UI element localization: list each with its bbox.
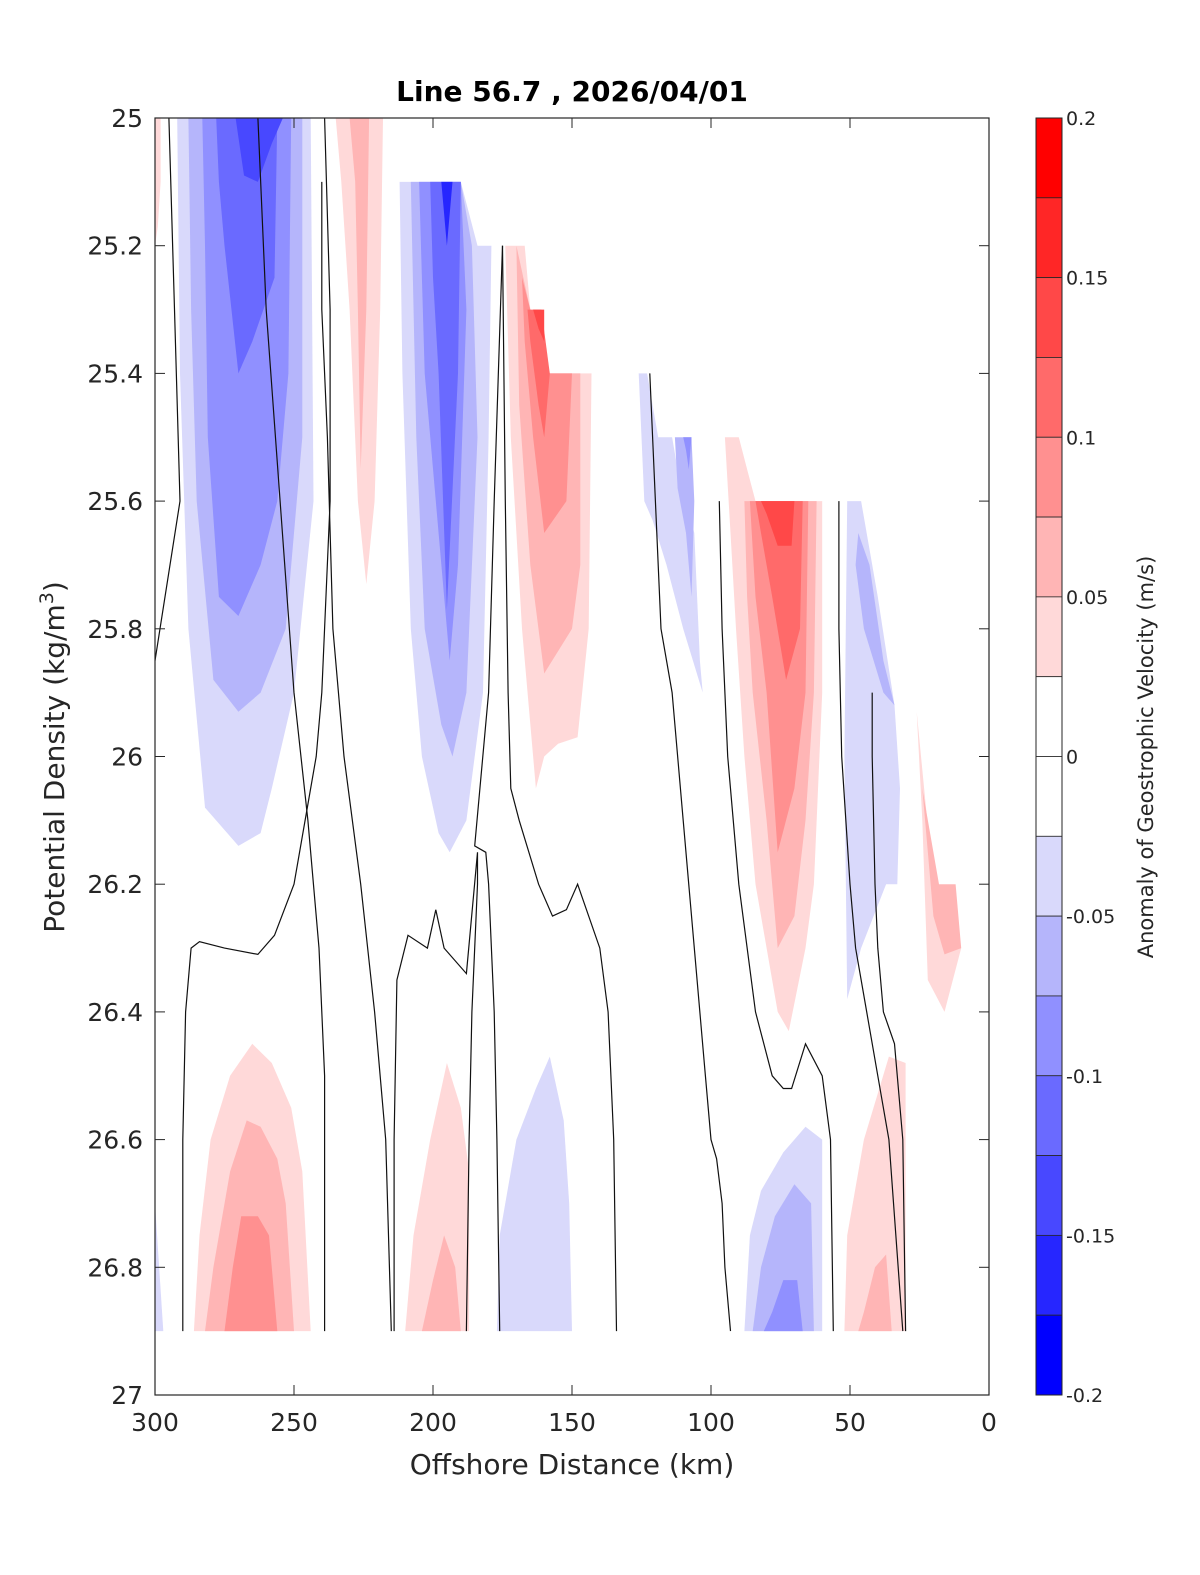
y-tick-label: 25.8	[87, 615, 143, 644]
x-axis-label: Offshore Distance (km)	[410, 1448, 735, 1481]
contour-region-blue-200-l5	[441, 181, 453, 246]
contour-region-blue-155-deep	[496, 1056, 572, 1332]
x-axis: 300 250 200 150 100 50 0	[131, 118, 997, 1437]
contour-region-blue-45-l2	[855, 533, 895, 706]
y-tick-label: 26.4	[87, 998, 143, 1027]
x-tick-label: 250	[270, 1408, 318, 1437]
y-tick-label: 26.2	[87, 870, 143, 899]
zero-contour-line-6	[501, 245, 618, 1332]
contour-region-blue-115-l1	[638, 373, 703, 693]
zero-contour-line-0	[155, 118, 181, 661]
contour-region-edge-red-top-left	[155, 118, 161, 246]
x-tick-label: 300	[131, 1408, 179, 1437]
contour-region-blue-115-l3	[683, 437, 692, 470]
colorbar-level	[1035, 197, 1063, 279]
contour-region-red-75-l5	[761, 501, 795, 546]
colorbar-level	[1035, 756, 1063, 837]
colorbar-level	[1035, 835, 1063, 917]
colorbar-level	[1035, 995, 1063, 1077]
y-tick-label: 25.6	[87, 487, 143, 516]
plot-area: 300 250 200 150 100 50 0 2525.225.425.625.8262…	[87, 104, 997, 1437]
colorbar-tick-label: -0.2	[1066, 1385, 1103, 1407]
contour-region-offshore-blue-l4	[216, 118, 278, 374]
colorbar-label: Anomaly of Geostrophic Velocity (m/s)	[1134, 556, 1158, 959]
zero-contour-line-3	[321, 181, 392, 1332]
x-tick-label: 50	[834, 1408, 866, 1437]
x-tick-label: 200	[409, 1408, 457, 1437]
colorbar-level	[1035, 1314, 1063, 1396]
contour-region-red-coastal-l2	[922, 788, 962, 955]
colorbar-levels	[1035, 117, 1063, 1396]
contour-region-blue-75-deep-l3	[763, 1280, 803, 1332]
y-axis-label-main: Potential Density (kg/m	[38, 604, 71, 933]
contour-region-red-160-l4	[527, 309, 550, 438]
y-axis-label-superscript: 3	[36, 592, 58, 604]
y-tick-label: 25	[111, 104, 143, 133]
contour-region-red-strip-225-l2	[349, 118, 370, 470]
zero-contour-line-5	[474, 245, 504, 1332]
colorbar-level	[1035, 1075, 1063, 1156]
colorbar-tick-label: -0.05	[1066, 906, 1115, 928]
y-tick-label: 25.2	[87, 232, 143, 261]
contour-region-blue-200-l4	[430, 181, 461, 610]
colorbar-level	[1035, 516, 1063, 598]
colorbar-ticks: 0.2 0.15 0.1 0.05 0 -0.05 -0.1 -0.15 -0.2	[1066, 108, 1115, 1407]
colorbar-level	[1035, 277, 1063, 358]
zero-contour-line-8	[718, 501, 834, 1332]
colorbar-level	[1035, 357, 1063, 438]
chart-title: Line 56.7 , 2026/04/01	[396, 75, 748, 108]
filled-contour-regions	[155, 118, 962, 1332]
y-tick-label: 26.6	[87, 1126, 143, 1155]
zero-contour-lines	[155, 118, 907, 1332]
colorbar-level	[1035, 915, 1063, 997]
colorbar-level	[1035, 436, 1063, 518]
zero-contour-line-9	[838, 501, 904, 1332]
contour-region-red-195-deep-l2	[421, 1235, 461, 1332]
y-tick-label: 26	[111, 743, 143, 772]
y-tick-label: 27	[111, 1381, 143, 1410]
y-axis-label-suffix: )	[38, 581, 71, 592]
zero-contour-line-7	[649, 373, 732, 1332]
zero-contour-line-4	[393, 852, 479, 1332]
colorbar: 0.2 0.15 0.1 0.05 0 -0.05 -0.1 -0.15 -0.2 Anomal…	[1035, 108, 1158, 1407]
colorbar-level	[1035, 596, 1063, 678]
y-axis-label: Potential Density (kg/m3)	[36, 581, 71, 933]
x-tick-label: 100	[687, 1408, 735, 1437]
contour-region-red-45-deep-l1	[844, 1056, 906, 1332]
y-tick-label: 25.4	[87, 359, 143, 388]
y-axis: 25 25.2 25.4 25.6 25.8 26 26.2 26.4 26.6 26.8 27	[87, 104, 989, 1410]
contour-region-blue-115-l2	[674, 437, 695, 597]
x-tick-label: 0	[981, 1408, 997, 1437]
x-tick-label: 150	[548, 1408, 596, 1437]
zero-contour-line-1	[182, 118, 331, 1332]
colorbar-level	[1035, 117, 1063, 199]
colorbar-frame	[1035, 117, 1063, 1396]
zero-contour-line-10	[871, 692, 907, 1332]
colorbar-level	[1035, 1155, 1063, 1236]
colorbar-tick-label: 0.2	[1066, 108, 1096, 130]
colorbar-tick-label: 0.05	[1066, 587, 1108, 609]
contour-region-red-45-deep-l2	[858, 1254, 892, 1332]
contour-region-red-265-deep-l3	[224, 1216, 278, 1332]
colorbar-tick-label: -0.1	[1066, 1066, 1103, 1088]
zero-contour-line-2	[257, 118, 326, 1332]
colorbar-tick-label: -0.15	[1066, 1225, 1115, 1247]
y-tick-label: 26.8	[87, 1253, 143, 1282]
colorbar-tick-label: 0.15	[1066, 268, 1108, 290]
colorbar-tick-label: 0	[1066, 747, 1078, 769]
contour-region-red-coastal-l1	[916, 711, 962, 1012]
contour-region-red-160-l5	[533, 309, 545, 342]
colorbar-level	[1035, 1234, 1063, 1316]
colorbar-tick-label: 0.1	[1066, 427, 1096, 449]
colorbar-level	[1035, 676, 1063, 757]
